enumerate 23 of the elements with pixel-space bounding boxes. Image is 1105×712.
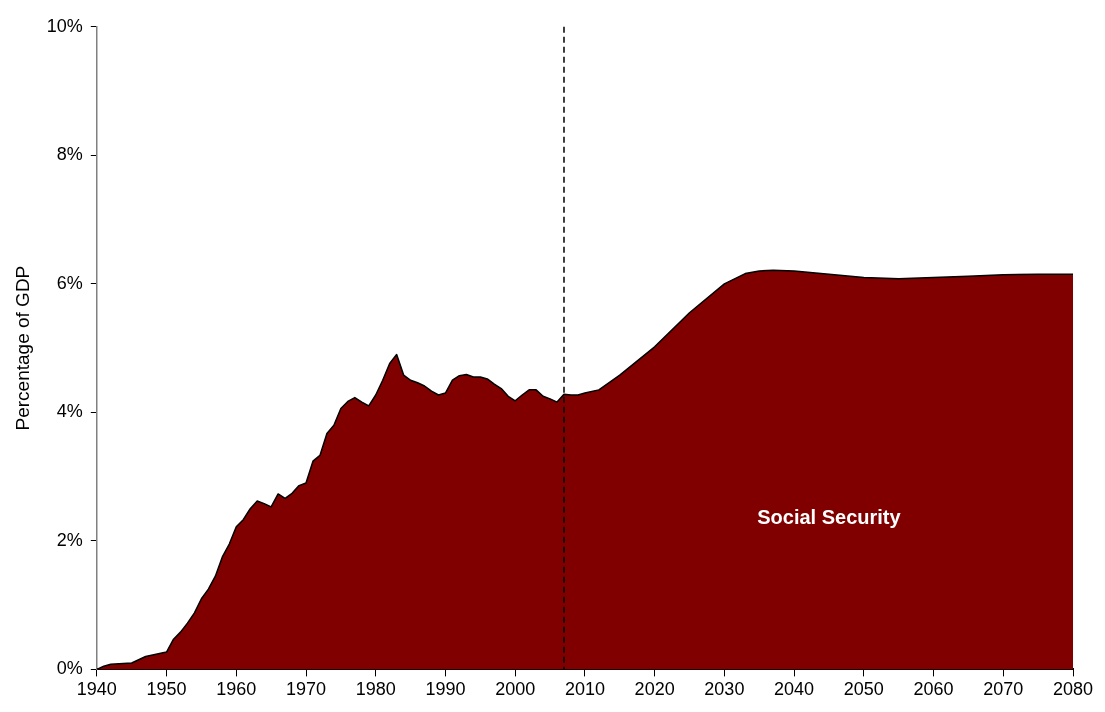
- y-tick-label: 2%: [56, 529, 83, 550]
- y-tick-label: 0%: [56, 658, 83, 679]
- y-tick-label: 10%: [46, 15, 83, 36]
- x-tick-label: 1960: [216, 679, 257, 700]
- y-tick-label: 8%: [56, 144, 83, 165]
- x-tick-label: 2040: [774, 679, 815, 700]
- y-axis-title: Percentage of GDP: [11, 265, 33, 431]
- x-tick-label: 1990: [425, 679, 466, 700]
- x-tick-label: 2060: [913, 679, 954, 700]
- x-tick-label: 2080: [1052, 679, 1094, 700]
- x-tick-label: 1970: [285, 679, 327, 700]
- x-tick-label: 2020: [634, 679, 675, 700]
- y-tick-label: 6%: [56, 272, 83, 293]
- x-tick-label: 2030: [704, 679, 745, 700]
- x-tick-label: 1950: [146, 679, 187, 700]
- x-tick-label: 1940: [76, 679, 117, 700]
- x-tick-label: 1980: [355, 679, 396, 700]
- x-tick-label: 2000: [495, 679, 536, 700]
- x-tick-label: 2070: [983, 679, 1024, 700]
- series-label: Social Security: [757, 505, 902, 528]
- x-tick-label: 2050: [843, 679, 884, 700]
- y-tick-label: 4%: [56, 401, 83, 422]
- x-tick-label: 2010: [564, 679, 605, 700]
